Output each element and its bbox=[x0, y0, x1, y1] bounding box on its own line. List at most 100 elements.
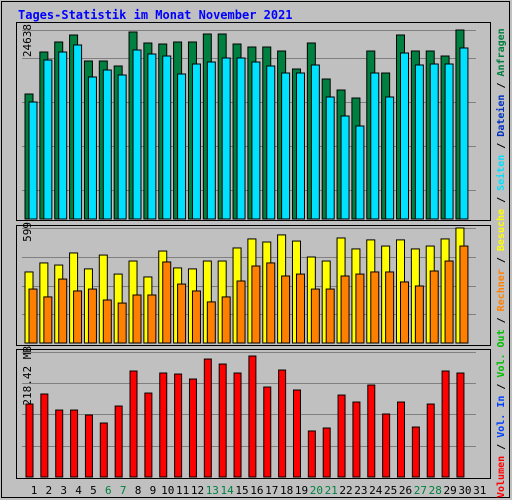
bar bbox=[429, 63, 439, 220]
bar bbox=[322, 427, 331, 478]
legend-separator: / bbox=[496, 137, 507, 155]
x-tick-label: 5 bbox=[90, 484, 97, 497]
x-tick-label: 7 bbox=[120, 484, 127, 497]
legend-entry: Seiten bbox=[495, 155, 507, 191]
bar bbox=[147, 53, 157, 220]
bar bbox=[221, 57, 231, 220]
bar bbox=[87, 288, 97, 344]
bar bbox=[385, 271, 395, 344]
legend-separator: / bbox=[496, 251, 507, 269]
legend: Volumen / Vol. In / Vol. Out / Rechner /… bbox=[495, 28, 507, 498]
bar bbox=[337, 394, 346, 478]
bar bbox=[206, 61, 216, 220]
legend-entry: Rechner bbox=[496, 269, 507, 311]
x-tick-label: 22 bbox=[339, 484, 352, 497]
bar bbox=[40, 393, 49, 478]
bar bbox=[177, 73, 187, 220]
bar bbox=[456, 372, 465, 478]
x-tick-label: 25 bbox=[384, 484, 397, 497]
bar bbox=[102, 69, 112, 220]
bar bbox=[99, 422, 108, 478]
x-tick-label: 1 bbox=[31, 484, 38, 497]
bar bbox=[203, 358, 212, 478]
bar bbox=[400, 52, 409, 220]
x-tick-label: 23 bbox=[354, 484, 367, 497]
legend-separator: / bbox=[496, 191, 507, 209]
bar bbox=[340, 115, 350, 220]
legend-entry: Dateien bbox=[495, 95, 507, 137]
x-tick-label: 28 bbox=[429, 484, 442, 497]
bar bbox=[43, 296, 53, 344]
bar bbox=[266, 65, 276, 220]
x-tick-label: 10 bbox=[161, 484, 174, 497]
bar bbox=[367, 384, 376, 478]
x-tick-label: 2 bbox=[46, 484, 53, 497]
y-tick-label: 24638 bbox=[21, 24, 34, 57]
bar bbox=[411, 426, 420, 478]
bar bbox=[400, 281, 409, 344]
legend-separator: / bbox=[496, 76, 507, 94]
bar bbox=[233, 372, 242, 478]
bar bbox=[114, 405, 123, 478]
bar bbox=[426, 403, 435, 478]
bar bbox=[236, 280, 246, 344]
bar bbox=[218, 363, 227, 478]
x-tick-label: 15 bbox=[235, 484, 248, 497]
x-tick-label: 26 bbox=[399, 484, 412, 497]
bar bbox=[221, 296, 231, 344]
x-tick-label: 13 bbox=[206, 484, 219, 497]
legend-entry: Vol. In bbox=[496, 396, 507, 438]
bar bbox=[117, 302, 127, 344]
x-tick-label: 4 bbox=[75, 484, 82, 497]
legend-entry: Vol. Out bbox=[496, 329, 507, 377]
bar bbox=[248, 355, 257, 478]
bar bbox=[236, 57, 246, 220]
bar bbox=[28, 288, 38, 344]
legend-entry: Besuche bbox=[496, 209, 507, 251]
bar bbox=[188, 378, 197, 478]
bar bbox=[292, 389, 301, 478]
bar bbox=[177, 283, 187, 344]
bar bbox=[159, 372, 168, 478]
x-tick-label: 18 bbox=[280, 484, 293, 497]
bar bbox=[325, 96, 335, 220]
bar bbox=[397, 401, 405, 478]
bar bbox=[174, 373, 183, 478]
chart-title: Tages-Statistik im Monat November 2021 bbox=[18, 8, 293, 22]
legend-separator: / bbox=[496, 438, 507, 456]
y-tick-label: 218.42 MB bbox=[21, 346, 34, 406]
x-tick-label: 29 bbox=[443, 484, 456, 497]
bar bbox=[444, 63, 454, 220]
y-tick-label: 599 bbox=[21, 222, 34, 242]
bar bbox=[459, 47, 469, 220]
bar bbox=[58, 278, 68, 344]
bar bbox=[370, 72, 380, 220]
bar bbox=[117, 74, 127, 220]
bar bbox=[414, 285, 424, 344]
x-tick-label: 3 bbox=[60, 484, 67, 497]
bar bbox=[144, 392, 153, 478]
bar bbox=[310, 288, 320, 344]
bar bbox=[102, 299, 112, 344]
bar bbox=[429, 270, 439, 344]
x-tick-label: 19 bbox=[295, 484, 308, 497]
legend-entry: Volumen bbox=[496, 456, 507, 498]
x-tick-label: 27 bbox=[414, 484, 427, 497]
bar bbox=[414, 64, 424, 220]
bar bbox=[370, 271, 380, 344]
bar bbox=[162, 261, 172, 344]
legend-separator: / bbox=[496, 378, 507, 396]
x-tick-label: 31 bbox=[473, 484, 486, 497]
x-tick-label: 8 bbox=[135, 484, 142, 497]
bar bbox=[191, 63, 201, 220]
bar bbox=[55, 409, 64, 478]
bar bbox=[444, 260, 454, 344]
x-tick-label: 6 bbox=[105, 484, 112, 497]
bar bbox=[382, 413, 391, 478]
x-tick-label: 30 bbox=[458, 484, 471, 497]
legend-entry: Anfragen bbox=[496, 28, 507, 76]
bar bbox=[147, 294, 157, 344]
bar bbox=[251, 265, 261, 344]
